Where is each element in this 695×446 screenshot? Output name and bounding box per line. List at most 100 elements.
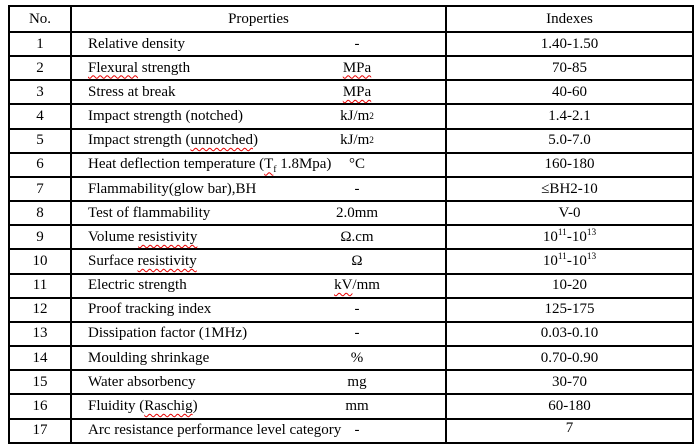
cell-index: 160-180	[445, 151, 694, 178]
cell-property: Volume resistivity Ω.cm	[70, 224, 447, 251]
property-unit: mm	[345, 397, 369, 414]
property-unit: MPa	[277, 81, 437, 103]
property-name: Flexural strength	[88, 59, 191, 76]
cell-index: 40-60	[445, 79, 694, 106]
cell-property: Impact strength (notched) kJ/m 2	[70, 103, 447, 130]
spellcheck-squiggle: Raschig	[144, 397, 193, 414]
cell-index: 1011-1013	[445, 248, 694, 275]
cell-index: 10-20	[445, 272, 694, 299]
table-row: 1 Relative density - 1.40-1.50	[8, 30, 694, 58]
header-no: No.	[8, 5, 72, 33]
property-name: Surface resistivity	[88, 252, 197, 269]
cell-index: 7	[445, 417, 694, 444]
cell-no: 14	[8, 345, 72, 372]
cell-no: 7	[8, 175, 72, 203]
spellcheck-squiggle: resistivity	[138, 228, 198, 245]
property-unit: -	[354, 35, 360, 52]
property-unit: MPa	[277, 57, 437, 79]
table-row: 2 Flexural strength MPa 70-85	[8, 55, 694, 82]
property-unit: mg	[347, 373, 367, 390]
spellcheck-squiggle: kV	[334, 277, 353, 294]
cell-no: 12	[8, 296, 72, 323]
cell-index: 125-175	[445, 296, 694, 323]
property-unit: -	[354, 301, 360, 318]
property-name: Heat deflection temperature (Tf 1.8Mpa)	[88, 156, 332, 176]
property-name: Fluidity (Raschig)	[88, 397, 198, 414]
cell-no: 11	[8, 272, 72, 299]
cell-index: 1011-1013	[445, 224, 694, 251]
cell-no: 15	[8, 369, 72, 396]
cell-no: 5	[8, 127, 72, 154]
cell-property: Heat deflection temperature (Tf 1.8Mpa) …	[70, 151, 447, 178]
cell-no: 1	[8, 30, 72, 58]
header-properties: Properties	[70, 5, 447, 33]
table-row: 7 Flammability(glow bar),BH - ≤BH2-10	[8, 175, 694, 203]
cell-property: Fluidity (Raschig) mm	[70, 393, 447, 420]
table-body: 1 Relative density - 1.40-1.50 2 Flexura…	[8, 30, 694, 444]
cell-no: 2	[8, 55, 72, 82]
cell-no: 16	[8, 393, 72, 420]
property-name: Relative density	[88, 35, 186, 52]
property-name: Arc resistance performance level categor…	[88, 422, 342, 439]
cell-property: Relative density -	[70, 30, 447, 58]
property-unit: kJ/m 2	[340, 132, 374, 149]
property-unit: Ω.cm	[340, 228, 374, 245]
cell-property: Test of flammability 2.0mm	[70, 200, 447, 227]
header-row: No. Properties Indexes	[8, 5, 694, 33]
cell-index: ≤BH2-10	[445, 175, 694, 203]
property-name: Moulding shrinkage	[88, 349, 210, 366]
cell-index: 60-180	[445, 393, 694, 420]
cell-property: Surface resistivity Ω	[70, 248, 447, 275]
table-row: 11 Electric strength kV/mm 10-20	[8, 272, 694, 299]
table-row: 8 Test of flammability 2.0mm V-0	[8, 200, 694, 227]
property-name: Flammability(glow bar),BH	[88, 180, 257, 197]
property-unit: kJ/m 2	[340, 108, 374, 125]
table-row: 14 Moulding shrinkage % 0.70-0.90	[8, 345, 694, 372]
property-name: Dissipation factor (1MHz)	[88, 325, 248, 342]
property-unit: 2.0mm	[335, 204, 379, 221]
cell-no: 13	[8, 320, 72, 348]
property-unit: -	[354, 325, 360, 342]
cell-property: Flammability(glow bar),BH -	[70, 175, 447, 203]
table-row: 5 Impact strength (unnotched) kJ/m 2 5.0-…	[8, 127, 694, 154]
header-indexes: Indexes	[445, 5, 694, 33]
table-row: 6 Heat deflection temperature (Tf 1.8Mpa…	[8, 151, 694, 178]
cell-no: 10	[8, 248, 72, 275]
property-name: Impact strength (notched)	[88, 108, 243, 125]
cell-index: 5.0-7.0	[445, 127, 694, 154]
property-name: Impact strength (unnotched)	[88, 132, 258, 149]
cell-no: 6	[8, 151, 72, 178]
spellcheck-squiggle: MPa	[342, 83, 372, 100]
cell-index: 0.70-0.90	[445, 345, 694, 372]
cell-property: Proof tracking index -	[70, 296, 447, 323]
cell-index: 30-70	[445, 369, 694, 396]
cell-no: 9	[8, 224, 72, 251]
property-unit: -	[354, 180, 360, 197]
spellcheck-squiggle: Tf	[264, 156, 277, 176]
spellcheck-squiggle: resistivity	[137, 252, 197, 269]
cell-index: V-0	[445, 200, 694, 227]
cell-index: 1.40-1.50	[445, 30, 694, 58]
cell-property: Dissipation factor (1MHz) -	[70, 320, 447, 348]
property-name: Test of flammability	[88, 204, 211, 221]
table-row: 4 Impact strength (notched) kJ/m 2 1.4-2.…	[8, 103, 694, 130]
cell-property: Arc resistance performance level categor…	[70, 417, 447, 444]
cell-no: 8	[8, 200, 72, 227]
property-name: Electric strength	[88, 277, 187, 294]
property-unit: %	[350, 349, 364, 366]
property-unit: °C	[348, 156, 365, 173]
cell-property: Impact strength (unnotched) kJ/m 2	[70, 127, 447, 154]
table-row: 3 Stress at break MPa 40-60	[8, 79, 694, 106]
spellcheck-squiggle: Flexural	[88, 59, 138, 76]
table-row: 13 Dissipation factor (1MHz) - 0.03-0.10	[8, 320, 694, 348]
cell-property: Moulding shrinkage %	[70, 345, 447, 372]
cell-property: Stress at break MPa	[70, 79, 447, 106]
property-unit: kV/mm	[334, 277, 380, 294]
cell-no: 4	[8, 103, 72, 130]
cell-property: Flexural strength MPa	[70, 55, 447, 82]
properties-table: No. Properties Indexes 1 Relative densit…	[8, 5, 694, 444]
table-row: 17 Arc resistance performance level cate…	[8, 417, 694, 444]
table-row: 12 Proof tracking index - 125-175	[8, 296, 694, 323]
property-name: Proof tracking index	[88, 301, 212, 318]
cell-property: Electric strength kV/mm	[70, 272, 447, 299]
